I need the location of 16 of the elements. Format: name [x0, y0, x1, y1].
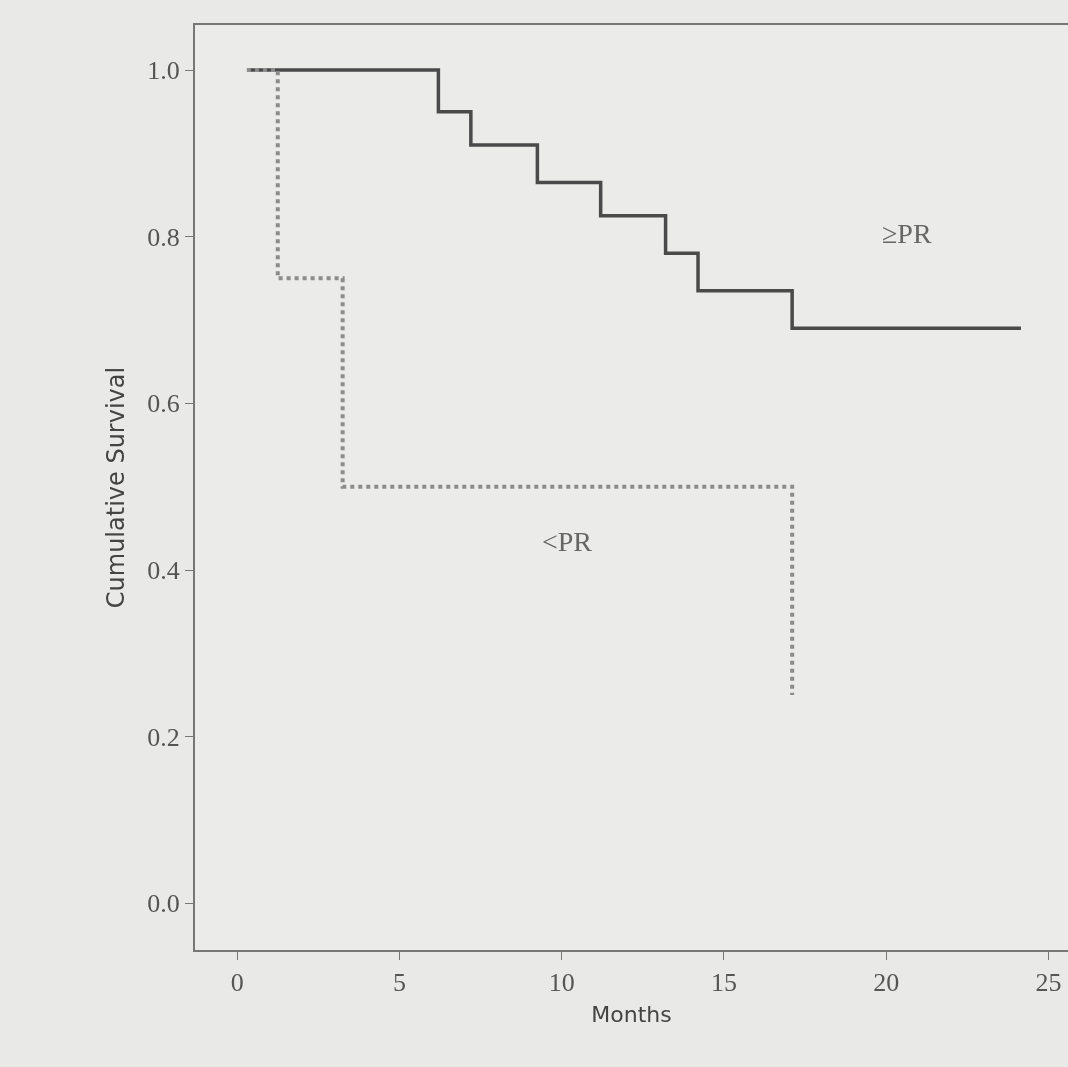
y-tick-label: 1.0: [147, 56, 180, 86]
x-tick-label: 25: [1035, 968, 1062, 998]
x-tick-label: 5: [392, 968, 406, 998]
y-tick-label: 0.2: [147, 722, 180, 752]
y-tick-label: 0.0: [147, 889, 180, 919]
y-tick-label: 0.4: [147, 556, 180, 586]
text: ≥PR: [882, 218, 932, 249]
y-tick-label: 0.8: [147, 222, 180, 252]
y-axis-title: Cumulative Survival: [101, 366, 130, 609]
x-tick-label: 0: [230, 968, 244, 998]
x-tick-label: 10: [548, 968, 575, 998]
x-axis-title: Months: [591, 1001, 672, 1027]
x-tick-label: 15: [710, 968, 737, 998]
y-tick-label: 0.6: [147, 389, 180, 419]
x-tick-label: 20: [873, 968, 900, 998]
series-label: <PR: [542, 526, 593, 557]
